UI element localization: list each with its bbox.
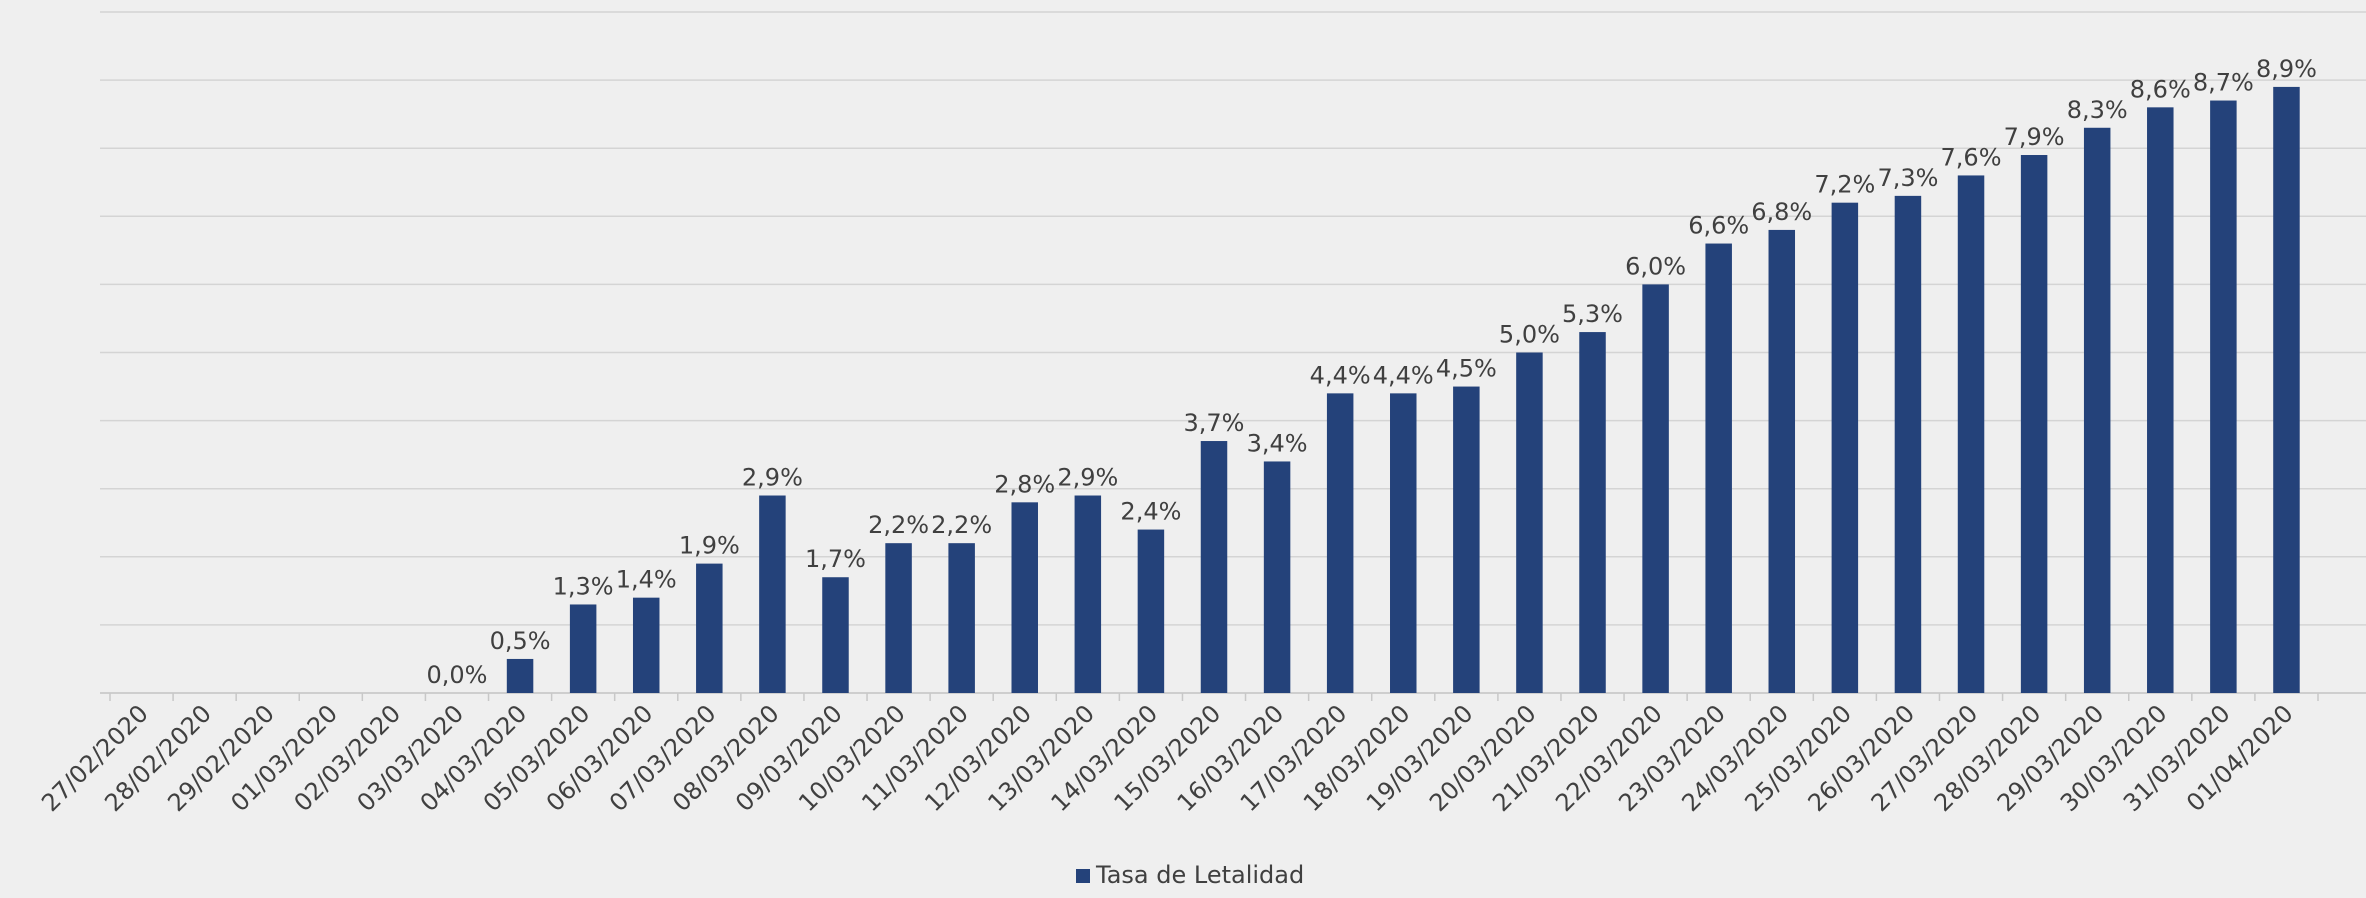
data-label: 1,3% [553,572,614,600]
data-label: 5,3% [1562,300,1623,328]
data-label: 4,5% [1436,355,1497,383]
data-label: 1,9% [679,532,740,560]
data-label: 0,0% [426,661,487,689]
bar [759,495,786,693]
bar [1957,175,1985,693]
bar [885,543,912,693]
bar [1263,461,1291,693]
data-label: 1,4% [616,566,677,594]
bar [1642,284,1669,693]
bar [2020,155,2048,693]
bar [1137,529,1165,693]
data-label: 7,6% [1941,143,2002,171]
bar [2147,107,2174,694]
data-label: 7,2% [1814,171,1875,199]
bar [1705,243,1732,694]
bar [1200,441,1228,693]
bar [569,604,597,693]
bar [696,563,723,693]
data-label: 2,2% [868,511,929,539]
bar [948,543,975,693]
data-label: 2,8% [994,470,1055,498]
data-label: 8,7% [2193,69,2254,97]
data-label: 6,6% [1688,212,1749,240]
data-label: 8,3% [2067,96,2128,124]
bar [1516,352,1543,693]
data-label: 8,9% [2256,55,2317,83]
data-label: 3,4% [1247,429,1308,457]
data-label: 0,5% [490,627,551,655]
bar [1074,495,1102,693]
data-label: 7,3% [1877,164,1938,192]
legend-swatch [1076,869,1090,883]
bar [822,577,849,693]
bar [1390,393,1417,693]
data-label: 8,6% [2130,75,2191,103]
bar [2273,86,2300,693]
data-label: 1,7% [805,545,866,573]
legend-label: Tasa de Letalidad [1095,861,1304,889]
bar [506,658,534,693]
bar [2210,100,2237,693]
bar [1453,386,1480,693]
data-label: 5,0% [1499,321,1560,349]
bar [1831,202,1859,693]
bar [1768,229,1796,694]
bar [1579,332,1606,693]
data-label: 3,7% [1184,409,1245,437]
data-label: 6,0% [1625,252,1686,280]
data-label: 2,9% [1057,464,1118,492]
bar [1326,393,1354,693]
bar [1011,502,1038,693]
bar [1894,195,1922,693]
data-label: 6,8% [1751,198,1812,226]
data-label: 2,4% [1120,498,1181,526]
data-label: 7,9% [2004,123,2065,151]
bar [2083,127,2111,693]
data-label: 2,2% [931,511,992,539]
data-label: 2,9% [742,464,803,492]
data-label: 4,4% [1373,361,1434,389]
data-label: 4,4% [1310,361,1371,389]
bar [632,597,660,693]
